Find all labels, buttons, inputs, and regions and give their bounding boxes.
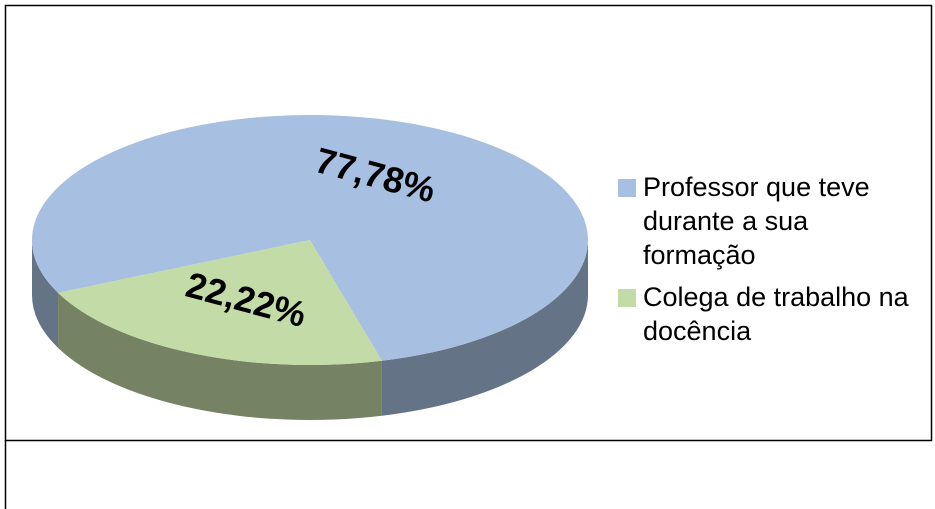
legend-swatch [618,179,636,197]
legend-item: Colega de trabalho na docência [618,280,918,348]
slice-side [381,240,588,416]
legend-item: Professor que teve durante a sua formaçã… [618,170,918,272]
legend: Professor que teve durante a sua formaçã… [618,170,918,356]
legend-swatch [618,289,636,307]
slice-side [58,292,382,421]
slice [58,240,382,365]
frame [4,4,933,442]
slice [32,115,589,361]
legend-label: Colega de trabalho na docência [643,282,909,346]
slice-side [31,240,59,348]
legend-label: Professor que teve durante a sua formaçã… [643,172,870,270]
